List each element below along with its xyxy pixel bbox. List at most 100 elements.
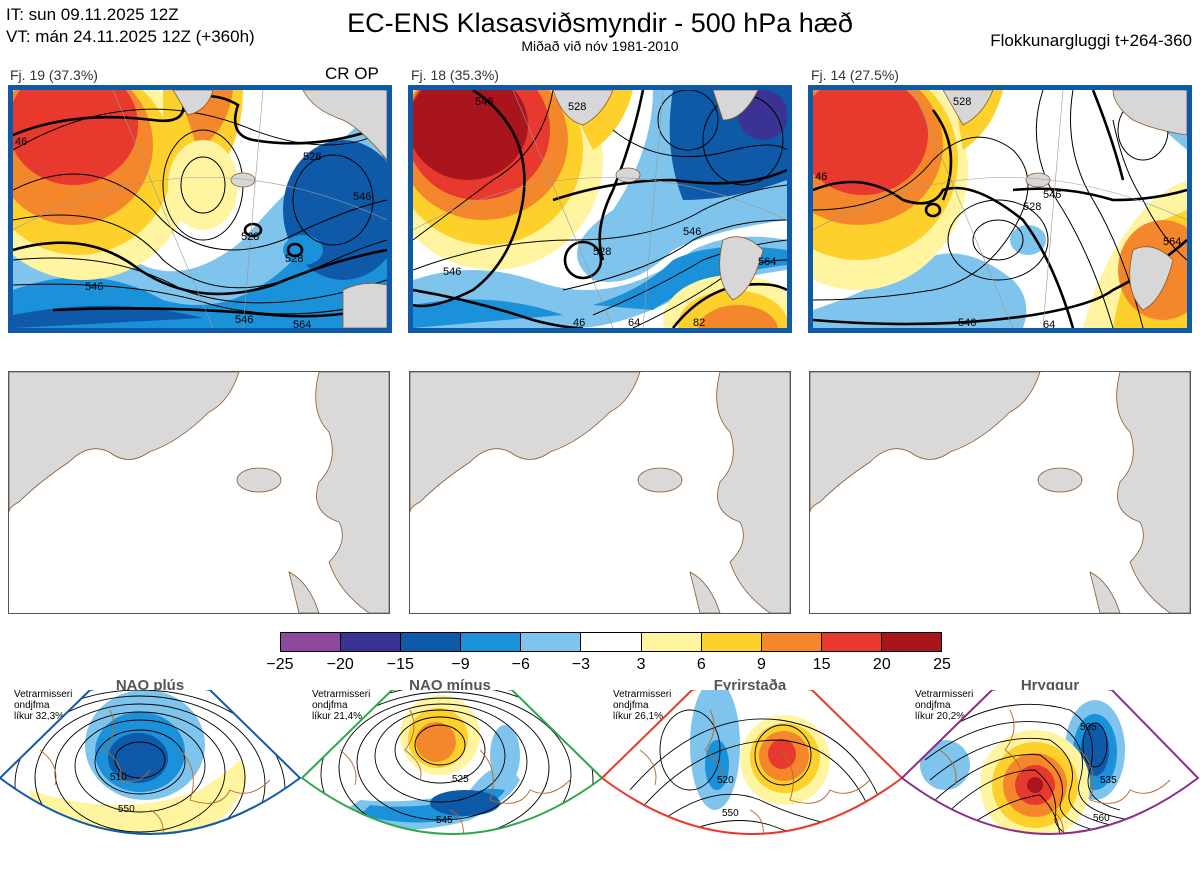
color-scale-tick: −20 bbox=[326, 656, 354, 673]
regime-note-line: ondjfma bbox=[915, 700, 951, 711]
cluster-1-map[interactable]: 528 528 528 546 546 546 564 46 bbox=[8, 85, 392, 333]
color-scale-tick: 3 bbox=[636, 656, 646, 673]
regime-4-map: 505 535 560 bbox=[902, 690, 1198, 834]
regime-3-title: Fyrirstaða bbox=[713, 677, 787, 694]
contour-label: 528 bbox=[953, 96, 971, 108]
anomaly-color-scale bbox=[280, 632, 942, 652]
regime-2-map: 525 545 565 bbox=[302, 690, 602, 861]
regime-contour-label: 520 bbox=[717, 775, 734, 786]
contour-label: 564 bbox=[293, 319, 311, 328]
cluster-1-anomaly-field: 528 528 528 546 546 546 564 46 bbox=[13, 90, 387, 328]
contour-label: 528 bbox=[285, 253, 303, 265]
contour-label: 546 bbox=[475, 96, 493, 108]
regime-note-line: Vetrarmisseri bbox=[613, 689, 672, 700]
contour-label: 528 bbox=[1023, 201, 1041, 213]
regime-maps: 510 550 525 545 565 bbox=[0, 690, 1200, 861]
regime-2-title: NAO mínus bbox=[409, 677, 491, 694]
color-scale-tick: 20 bbox=[872, 656, 891, 673]
regime-contour-label: 510 bbox=[110, 772, 127, 783]
regime-note-line: líkur 32,3% bbox=[14, 711, 65, 722]
regime-contour-label: 535 bbox=[1100, 775, 1117, 786]
regime-2-frame bbox=[300, 690, 604, 835]
contour-label: 546 bbox=[683, 226, 701, 238]
regime-1-note: Vetrarmisseri ondjfma líkur 32,3% bbox=[14, 689, 72, 722]
color-scale-swatch bbox=[341, 633, 402, 651]
regime-contour-label: 565 bbox=[446, 850, 463, 861]
color-scale-tick: −6 bbox=[511, 656, 530, 673]
regime-note-line: líkur 21,4% bbox=[312, 711, 363, 722]
regime-2-note: Vetrarmisseri ondjfma líkur 21,4% bbox=[312, 689, 370, 722]
cluster-2-anomaly-field: 528 528 546 546 564 546 46 64 82 bbox=[413, 90, 787, 328]
regime-1-map: 510 550 bbox=[0, 690, 300, 834]
page-subtitle: Miðað við nóv 1981-2010 bbox=[521, 38, 679, 54]
valid-time: VT: mán 24.11.2025 12Z (+360h) bbox=[6, 27, 255, 46]
contour-label: 546 bbox=[353, 191, 371, 203]
regime-contour-label: 545 bbox=[436, 815, 453, 826]
base-map-2-land bbox=[410, 372, 790, 613]
page-title: EC-ENS Klasasviðsmyndir - 500 hPa hæð bbox=[347, 8, 853, 38]
cluster-1-tag: CR OP bbox=[325, 64, 379, 83]
regime-note-line: líkur 20,2% bbox=[915, 711, 966, 722]
contour-label: 46 bbox=[573, 317, 585, 328]
regime-note-line: ondjfma bbox=[312, 700, 348, 711]
color-scale-swatch bbox=[461, 633, 522, 651]
regime-3-frame bbox=[600, 690, 904, 835]
color-scale-swatch bbox=[641, 633, 702, 651]
color-scale-tick: 9 bbox=[757, 656, 766, 673]
contour-label: 64 bbox=[628, 317, 640, 328]
contour-label: 546 bbox=[85, 281, 103, 293]
regime-contour-label: 560 bbox=[737, 834, 754, 845]
cluster-1-label: Fj. 19 (37.3%) bbox=[10, 67, 98, 83]
regime-note-line: ondjfma bbox=[613, 700, 649, 711]
cluster-3-map[interactable]: 528 528 546 546 564 46 64 bbox=[808, 85, 1192, 333]
base-map-3-land bbox=[810, 372, 1190, 613]
color-scale-swatch bbox=[401, 633, 462, 651]
regime-note-line: ondjfma bbox=[14, 700, 50, 711]
color-scale-tick: −25 bbox=[266, 656, 294, 673]
regime-note-line: Vetrarmisseri bbox=[915, 689, 974, 700]
contour-label: 564 bbox=[758, 256, 776, 268]
base-map-2 bbox=[409, 371, 791, 614]
cluster-window: Flokkunargluggi t+264-360 bbox=[990, 31, 1192, 50]
regime-4-note: Vetrarmisseri ondjfma líkur 20,2% bbox=[915, 689, 973, 722]
regime-contour-label: 560 bbox=[1093, 813, 1110, 824]
contour-label: 82 bbox=[693, 317, 705, 328]
color-scale-tick: 25 bbox=[933, 656, 951, 673]
contour-label: 64 bbox=[1043, 319, 1055, 328]
regime-note-line: Vetrarmisseri bbox=[14, 689, 73, 700]
contour-label: 564 bbox=[1163, 236, 1181, 248]
color-scale-tick: −9 bbox=[451, 656, 470, 673]
regime-note-line: líkur 26,1% bbox=[613, 711, 664, 722]
contour-label: 46 bbox=[15, 136, 27, 148]
regime-4-title: Hryggur bbox=[1020, 677, 1080, 694]
color-scale-swatch bbox=[881, 633, 942, 651]
cluster-2-map[interactable]: 528 528 546 546 564 546 46 64 82 bbox=[408, 85, 792, 333]
regime-contour-label: 505 bbox=[1080, 722, 1097, 733]
color-scale-tick: 6 bbox=[696, 656, 706, 673]
color-scale-swatch bbox=[521, 633, 582, 651]
contour-label: 546 bbox=[958, 317, 976, 328]
base-map-3 bbox=[809, 371, 1191, 614]
run-info: IT: sun 09.11.2025 12Z VT: mán 24.11.202… bbox=[6, 4, 255, 48]
color-scale-swatch bbox=[761, 633, 822, 651]
regime-note-line: Vetrarmisseri bbox=[312, 689, 371, 700]
regime-4-frame bbox=[900, 690, 1200, 835]
contour-label: 546 bbox=[443, 266, 461, 278]
color-scale-tick: 15 bbox=[812, 656, 831, 673]
contour-label: 528 bbox=[568, 101, 586, 113]
regime-3-note: Vetrarmisseri ondjfma líkur 26,1% bbox=[613, 689, 671, 722]
color-scale-tick: −3 bbox=[571, 656, 591, 673]
contour-label: 46 bbox=[815, 171, 827, 183]
cluster-2-label: Fj. 18 (35.3%) bbox=[411, 67, 499, 83]
base-map-1-land bbox=[9, 372, 389, 613]
cluster-3-label: Fj. 14 (27.5%) bbox=[811, 67, 899, 83]
color-scale-tick: −15 bbox=[386, 656, 414, 673]
regime-1-frame bbox=[0, 690, 302, 835]
cluster-3-anomaly-field: 528 528 546 546 564 46 64 bbox=[813, 90, 1187, 328]
contour-label: 546 bbox=[235, 314, 253, 326]
regime-3-map: 520 550 560 bbox=[602, 690, 902, 845]
contour-label: 528 bbox=[593, 246, 611, 258]
color-scale-swatch bbox=[821, 633, 882, 651]
color-scale-swatch bbox=[581, 633, 642, 651]
base-map-1 bbox=[8, 371, 390, 614]
